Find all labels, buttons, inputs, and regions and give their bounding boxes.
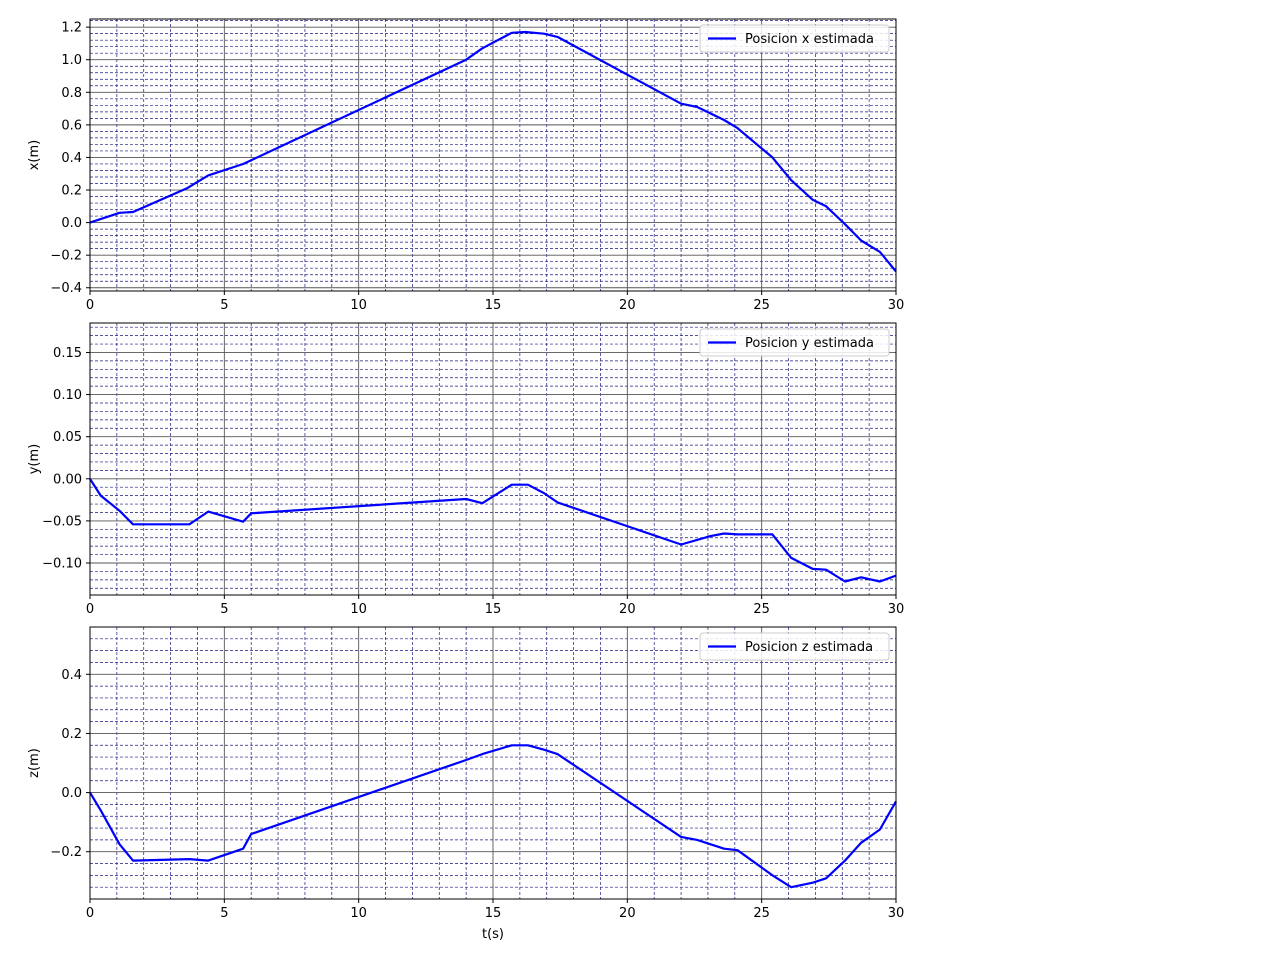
y-tick-label: 0.4	[61, 151, 82, 166]
x-tick-label: 20	[619, 602, 636, 617]
y-tick-label: 0.15	[53, 346, 82, 361]
x-tick-label: 20	[619, 906, 636, 921]
x-tick-label: 0	[86, 602, 94, 617]
y-tick-label: −0.4	[50, 281, 82, 296]
y-tick-label: 0.2	[61, 184, 82, 199]
x-tick-label: 10	[350, 906, 367, 921]
y-tick-label: −0.2	[50, 249, 82, 264]
y-axis-label: y(m)	[27, 444, 42, 475]
y-tick-label: 0.2	[61, 727, 82, 742]
legend: Posicion x estimada	[699, 24, 890, 53]
x-tick-label: 10	[350, 602, 367, 617]
y-tick-label: 0.8	[61, 86, 82, 101]
x-axis-label: t(s)	[482, 927, 504, 942]
x-tick-label: 25	[753, 906, 770, 921]
x-tick-label: 5	[220, 602, 228, 617]
legend-box	[699, 328, 890, 357]
y-tick-label: 0.0	[61, 786, 82, 801]
major-grid	[89, 19, 897, 291]
legend-box	[699, 632, 890, 661]
x-tick-label: 15	[485, 298, 502, 313]
y-axis-label: z(m)	[27, 748, 42, 778]
legend-label: Posicion y estimada	[745, 336, 874, 351]
x-tick-label: 0	[86, 906, 94, 921]
legend-label: Posicion z estimada	[745, 640, 873, 655]
y-tick-label: −0.2	[50, 845, 82, 860]
y-tick-label: 0.6	[61, 118, 82, 133]
y-axis-label: x(m)	[27, 140, 42, 171]
y-tick-label: 1.0	[61, 53, 82, 68]
series-line-0	[89, 30, 897, 273]
y-tick-label: 0.00	[53, 472, 82, 487]
x-tick-label: 10	[350, 298, 367, 313]
x-tick-label: 5	[220, 298, 228, 313]
subplot-1: 0 5 10 15 20 25 30 −0.10 −0.05 0.00 0.05 0.10 0.15 y(…	[27, 322, 905, 617]
legend-label: Posicion x estimada	[745, 32, 874, 47]
x-tick-label: 30	[888, 906, 905, 921]
x-tick-label: 20	[619, 298, 636, 313]
y-tick-label: 1.2	[61, 21, 82, 36]
subplot-2: 0 5 10 15 20 25 30 −0.2 0.0 0.2 0.4 z(m) t(s) Posicio…	[27, 626, 905, 942]
legend: Posicion z estimada	[699, 632, 890, 661]
legend-box	[699, 24, 890, 53]
x-tick-label: 0	[86, 298, 94, 313]
series-line-0	[89, 744, 897, 889]
x-tick-label: 25	[753, 602, 770, 617]
series-line-0	[89, 478, 897, 583]
x-tick-label: 25	[753, 298, 770, 313]
x-tick-label: 30	[888, 602, 905, 617]
x-tick-label: 30	[888, 298, 905, 313]
y-tick-label: 0.10	[53, 388, 82, 403]
x-tick-label: 15	[485, 602, 502, 617]
y-tick-label: 0.0	[61, 216, 82, 231]
x-tick-label: 5	[220, 906, 228, 921]
subplot-0: 0 5 10 15 20 25 30 −0.4 −0.2 0.0 0.2 0.4 0.6 0.8 1.0 1.…	[27, 18, 905, 313]
y-tick-label: 0.05	[53, 430, 82, 445]
y-tick-label: 0.4	[61, 668, 82, 683]
legend: Posicion y estimada	[699, 328, 890, 357]
y-tick-label: −0.05	[42, 514, 82, 529]
x-tick-label: 15	[485, 906, 502, 921]
y-tick-label: −0.10	[42, 557, 82, 572]
